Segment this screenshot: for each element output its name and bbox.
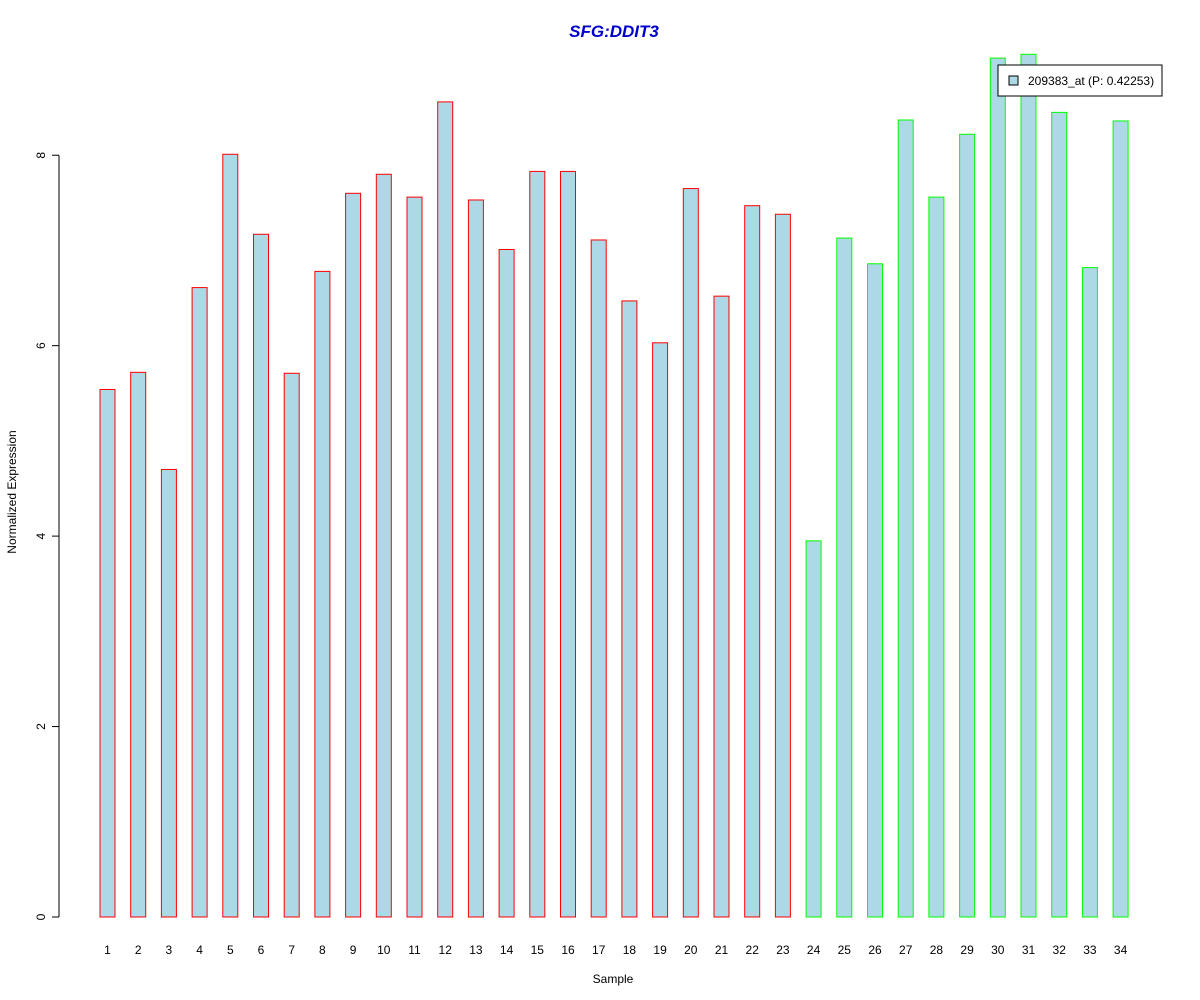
- bar-sample-8: [314, 270, 331, 918]
- x-tick-label: 18: [623, 943, 637, 957]
- bar-sample-24: [805, 540, 822, 918]
- x-tick-label: 19: [653, 943, 667, 957]
- x-tick-label: 26: [868, 943, 882, 957]
- x-tick-label: 6: [258, 943, 265, 957]
- bar-sample-20: [682, 188, 699, 918]
- bar-sample-4: [191, 287, 208, 918]
- bar-sample-23: [774, 213, 791, 918]
- x-tick-label: 22: [746, 943, 760, 957]
- bar-sample-17: [590, 239, 607, 918]
- x-tick-label: 31: [1022, 943, 1036, 957]
- x-tick-label: 9: [350, 943, 357, 957]
- legend-label: 209383_at (P: 0.42253): [1028, 74, 1154, 88]
- bar-sample-6: [253, 233, 269, 918]
- x-tick-label: 5: [227, 943, 234, 957]
- bar-sample-31: [1020, 53, 1037, 918]
- bar-sample-22: [744, 205, 761, 918]
- bar-sample-2: [130, 371, 147, 918]
- x-tick-label: 12: [439, 943, 453, 957]
- x-tick-label: 21: [715, 943, 729, 957]
- x-tick-label: 24: [807, 943, 821, 957]
- bar-sample-21: [713, 295, 730, 918]
- y-axis-title: Normalized Expression: [5, 430, 19, 553]
- y-tick-label: 4: [34, 532, 48, 539]
- bar-sample-34: [1112, 120, 1129, 918]
- x-tick-label: 27: [899, 943, 913, 957]
- bar-sample-28: [928, 196, 945, 918]
- legend-swatch: [1008, 75, 1019, 86]
- bar-sample-1: [99, 388, 116, 918]
- x-tick-label: 17: [592, 943, 606, 957]
- x-tick-label: 30: [991, 943, 1005, 957]
- bar-sample-33: [1081, 267, 1098, 918]
- x-tick-label: 10: [377, 943, 391, 957]
- x-tick-label: 13: [469, 943, 483, 957]
- bar-sample-15: [529, 170, 546, 918]
- y-axis: 0 2 4 6 8: [34, 152, 60, 920]
- bars-group: [99, 53, 1129, 918]
- x-tick-label: 25: [838, 943, 852, 957]
- x-tick-label: 1: [104, 943, 111, 957]
- bar-sample-30: [989, 57, 1006, 918]
- chart-title: SFG:DDIT3: [569, 22, 659, 41]
- x-tick-label: 2: [135, 943, 142, 957]
- bar-sample-27: [897, 119, 914, 918]
- bar-sample-9: [345, 192, 362, 918]
- x-tick-label: 14: [500, 943, 514, 957]
- x-tick-label: 23: [776, 943, 790, 957]
- x-tick-label: 29: [960, 943, 974, 957]
- bar-sample-13: [467, 199, 484, 918]
- bar-sample-32: [1051, 111, 1068, 918]
- bar-sample-11: [406, 196, 423, 918]
- x-axis-labels: 1 2 3 4 5 6 7 8 9 10 11 12 13 14 15 16 17 18 19 20 21 22 23 24 2…: [104, 943, 1127, 957]
- y-tick-label: 8: [34, 152, 48, 159]
- bar-sample-16: [560, 170, 576, 918]
- bar-sample-7: [283, 372, 300, 918]
- bar-sample-29: [959, 133, 976, 918]
- bar-sample-12: [437, 101, 454, 918]
- bar-sample-10: [375, 173, 392, 918]
- bar-sample-25: [836, 237, 853, 918]
- bar-sample-3: [160, 468, 177, 918]
- x-tick-label: 28: [930, 943, 944, 957]
- bar-sample-18: [621, 300, 638, 918]
- bar-sample-19: [652, 342, 669, 918]
- x-tick-label: 11: [408, 943, 421, 957]
- x-tick-label: 34: [1114, 943, 1128, 957]
- y-tick-label: 0: [34, 913, 48, 920]
- bar-sample-5: [222, 153, 239, 918]
- x-tick-label: 8: [319, 943, 326, 957]
- x-tick-label: 7: [288, 943, 295, 957]
- legend: 209383_at (P: 0.42253): [997, 64, 1163, 97]
- bar-sample-26: [867, 263, 883, 918]
- x-tick-label: 33: [1083, 943, 1097, 957]
- y-tick-label: 2: [34, 723, 48, 730]
- x-tick-label: 4: [196, 943, 203, 957]
- x-tick-label: 16: [561, 943, 575, 957]
- x-axis-title: Sample: [593, 972, 634, 986]
- bar-sample-14: [498, 248, 515, 918]
- x-tick-label: 20: [684, 943, 698, 957]
- legend-box: [997, 64, 1163, 97]
- x-tick-label: 15: [531, 943, 545, 957]
- x-tick-label: 32: [1053, 943, 1067, 957]
- y-tick-label: 6: [34, 342, 48, 349]
- x-tick-label: 3: [166, 943, 173, 957]
